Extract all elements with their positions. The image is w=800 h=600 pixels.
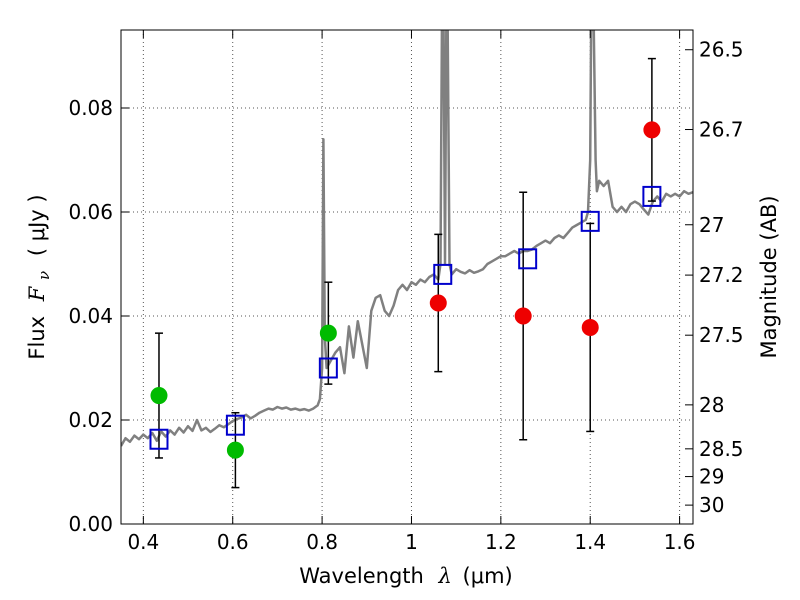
infrared-data-point: [514, 307, 532, 325]
model-photometry-box: [642, 185, 662, 207]
model-photometry-box: [518, 248, 538, 270]
mag-tick-label: 26.5: [699, 38, 744, 62]
optical-data-point: [226, 441, 244, 459]
infrared-data-point: [643, 121, 661, 139]
x-axis-label-prefix: Wavelength: [299, 564, 424, 588]
x-tick-label: 1: [405, 530, 418, 554]
y-tick-label: 0.00: [68, 512, 113, 536]
model-photometry-box: [433, 263, 453, 285]
mag-tick-label: 27: [699, 213, 724, 237]
y-axis-label-prefix: Flux: [25, 316, 49, 360]
axis-ticks: 0.4 0.6 0.8 1 1.2 1.4 1.6 0.00 0.02 0.04 0.06 0.08 2…: [68, 30, 744, 554]
y2-axis-label: Magnitude (AB): [757, 195, 781, 358]
y-axis-label-symbol: F: [25, 285, 49, 302]
model-photometry-box: [580, 210, 600, 232]
mag-tick-label: 27.5: [699, 323, 744, 347]
y-axis-label-subscript: ν: [35, 271, 53, 280]
y-tick-label: 0.04: [68, 304, 113, 328]
mag-tick-label: 29: [699, 465, 724, 489]
x-tick-label: 1.4: [574, 530, 606, 554]
x-tick-label: 0.4: [127, 530, 159, 554]
model-photometry-box: [318, 357, 338, 379]
y-axis-label: Flux F ν ( μJy ): [25, 194, 54, 359]
x-tick-label: 1.2: [485, 530, 517, 554]
model-photometry: [149, 185, 662, 450]
x-axis-label-symbol: λ: [438, 564, 452, 588]
y-axis-label-unit: ( μJy ): [25, 194, 49, 256]
mag-tick-label: 27.2: [699, 263, 744, 287]
data-points: [150, 121, 661, 459]
y-tick-label: 0.06: [68, 200, 113, 224]
mag-tick-label: 28.5: [699, 437, 744, 461]
mag-tick-label: 26.7: [699, 118, 744, 142]
optical-data-point: [319, 324, 337, 342]
model-spectrum: [121, 30, 693, 447]
grid: [121, 30, 693, 524]
model-photometry-box: [149, 428, 169, 450]
x-axis-label: Wavelength λ (μm): [299, 564, 512, 588]
mag-tick-label: 30: [699, 493, 724, 517]
plot-frame: [120, 29, 694, 525]
x-tick-label: 1.6: [664, 530, 696, 554]
x-axis-label-unit: (μm): [463, 564, 513, 588]
x-tick-label: 0.8: [306, 530, 338, 554]
optical-data-point: [150, 387, 168, 405]
mag-tick-label: 28: [699, 393, 724, 417]
infrared-data-point: [581, 318, 599, 336]
model-spectrum-line: [121, 30, 693, 447]
x-tick-label: 0.6: [217, 530, 249, 554]
y-tick-label: 0.08: [68, 96, 113, 120]
model-photometry-box: [225, 414, 245, 436]
infrared-data-point: [429, 294, 447, 312]
y-tick-label: 0.02: [68, 408, 113, 432]
